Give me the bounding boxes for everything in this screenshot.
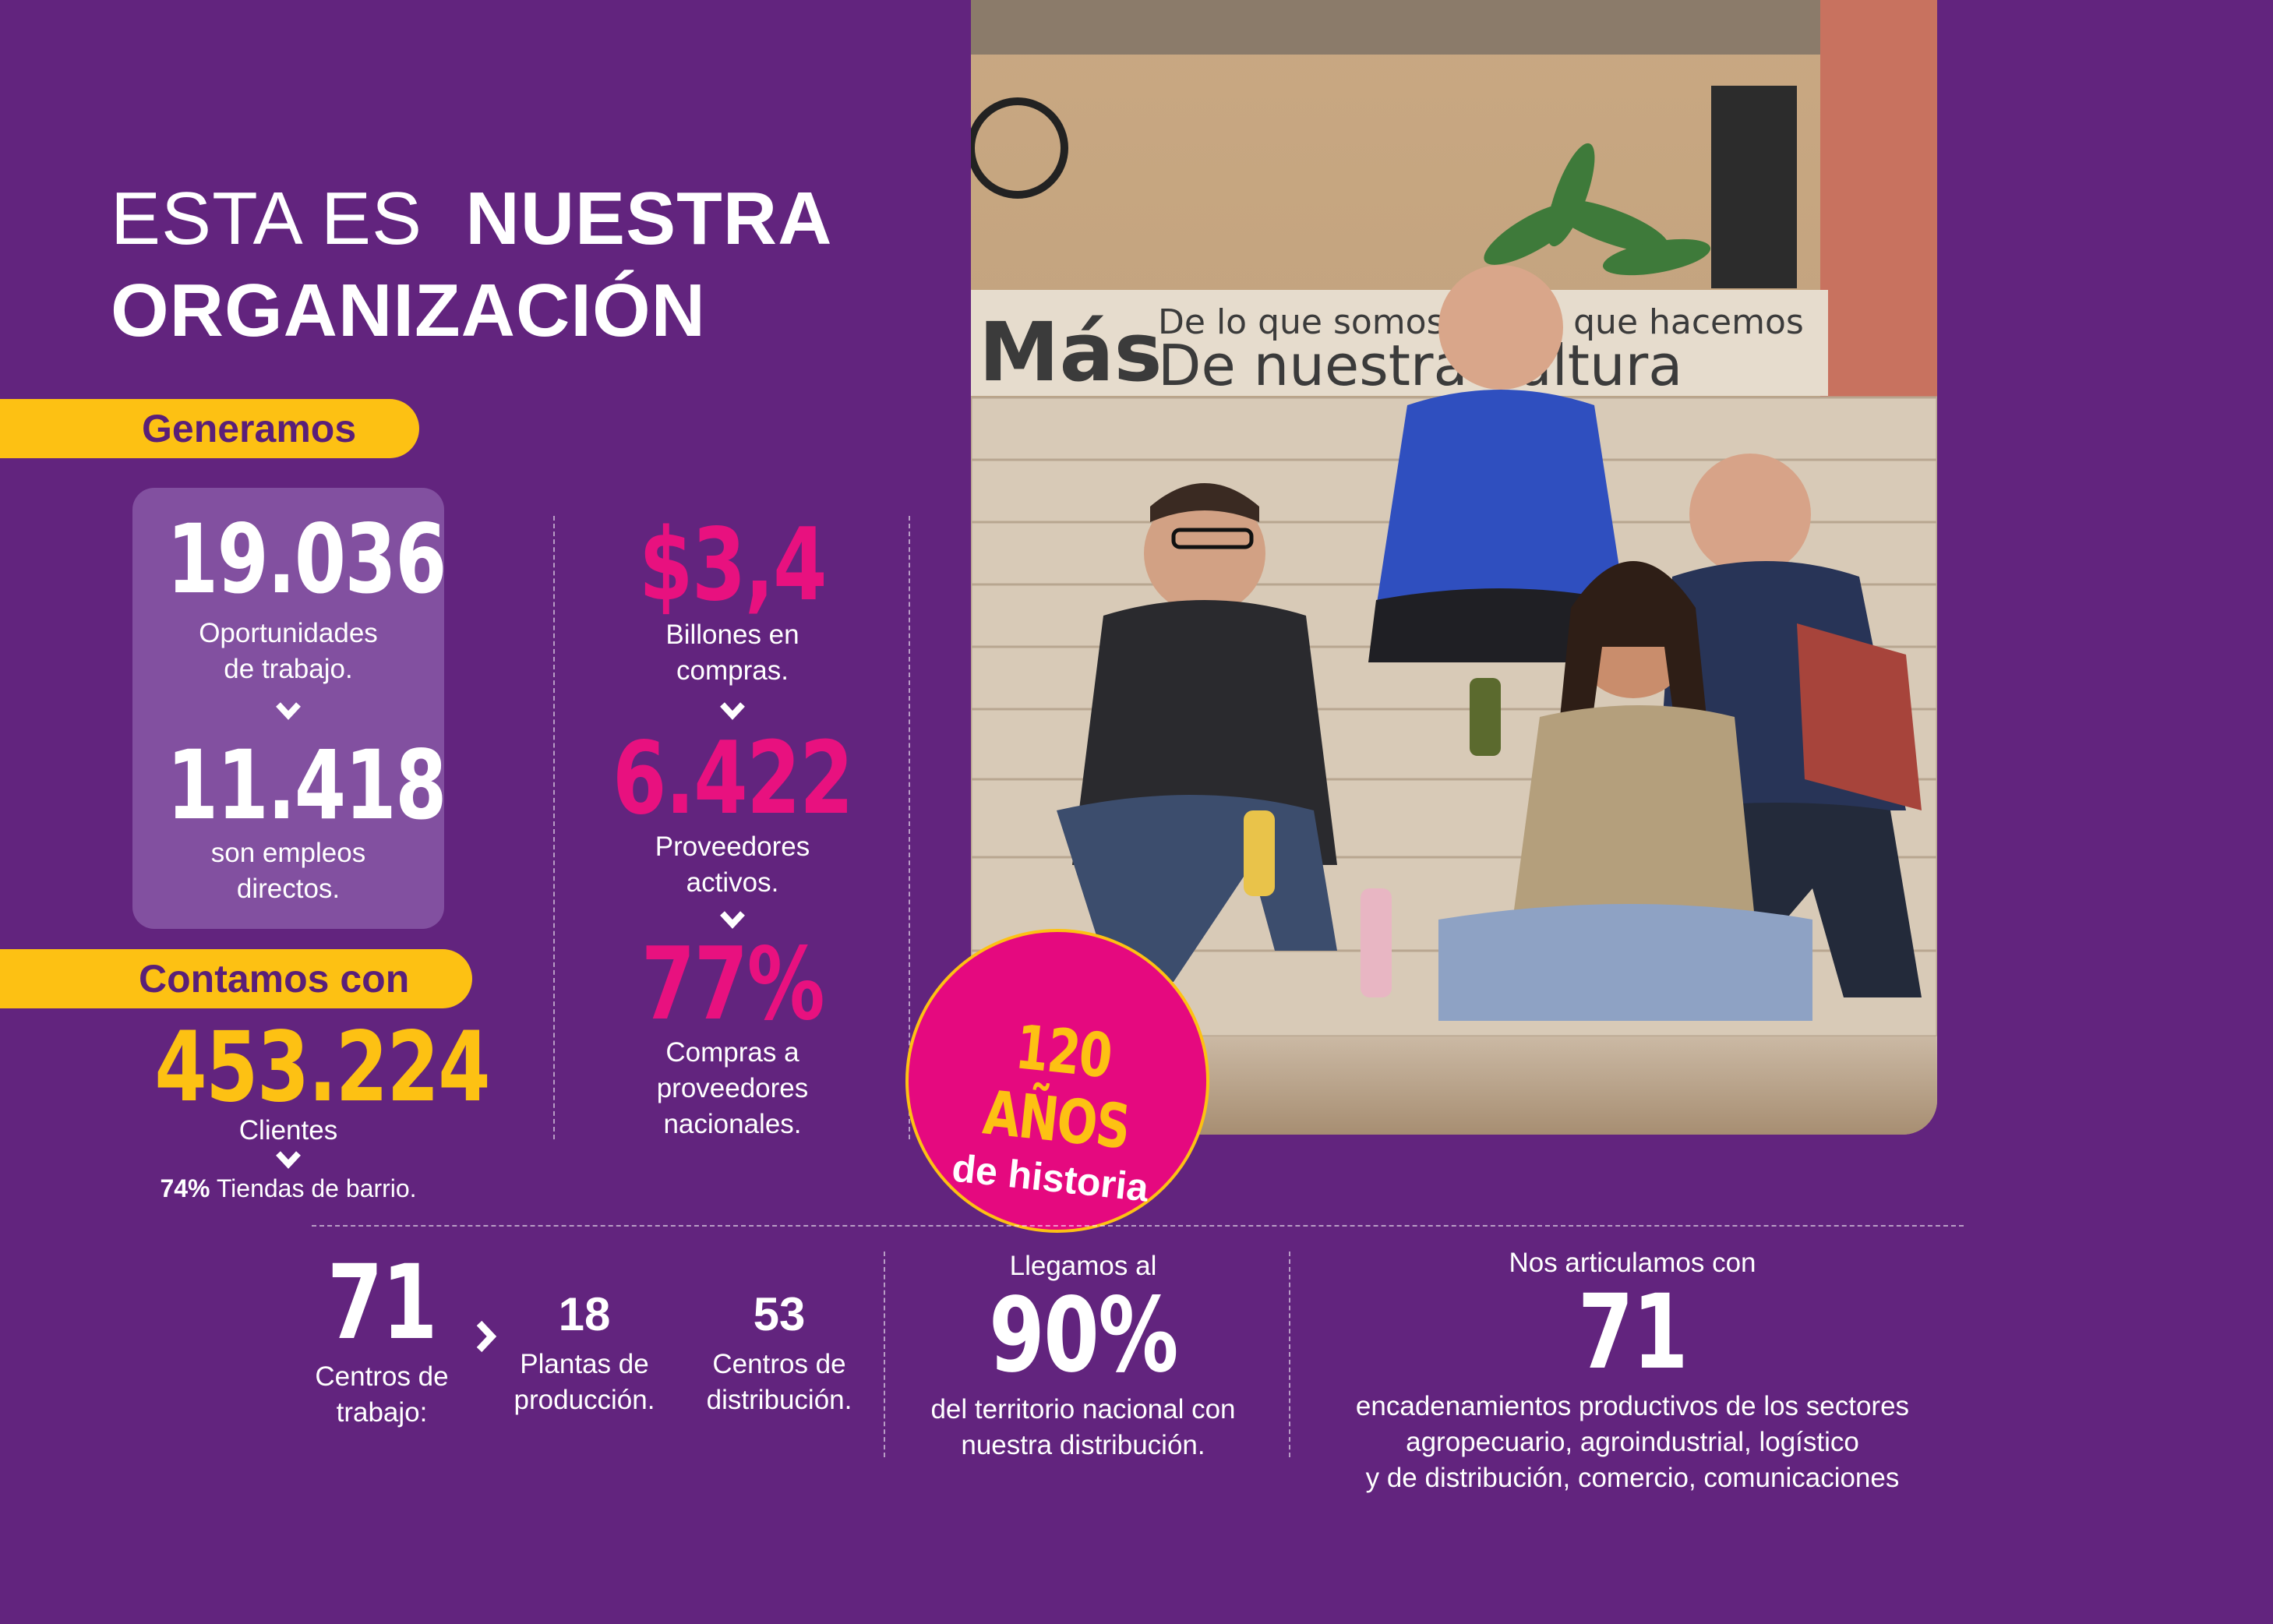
stores-note: 74% Tiendas de barrio. [160,1174,417,1202]
column-divider [909,516,910,1139]
badge-years: 120 AÑOS [979,1012,1133,1163]
plants-value: 18 [558,1288,611,1340]
title-light: ESTA ES [111,177,423,260]
direct-jobs-label: son empleos directos. [210,838,366,904]
anniversary-badge: 120 AÑOS de historia [905,929,1209,1233]
jobs-box [132,488,444,929]
column-divider [884,1252,885,1457]
column-divider [553,516,555,1139]
clients-label: Clientes [238,1115,338,1146]
purchases-value: $3,4 [638,507,828,623]
jobs-label: Oportunidades de trabajo. [199,618,378,684]
coverage-value: 90% [989,1276,1178,1396]
title-bold-2: ORGANIZACIÓN [111,269,706,352]
distribution-value: 53 [753,1288,806,1340]
chains-value: 71 [1577,1273,1689,1393]
jobs-value: 19.036 [167,504,446,615]
chevron-down-icon [720,911,745,929]
coverage-intro: Llegamos al [1009,1251,1157,1281]
sign-mas: Más [979,305,1163,400]
chains-intro: Nos articulamos con [1509,1248,1756,1278]
chevron-down-icon [276,1151,301,1169]
contamos-label: Contamos con [0,949,472,1008]
suppliers-label: Proveedores activos. [655,831,810,898]
plants-label: Plantas de producción. [514,1349,655,1415]
chains-label: encadenamientos productivos de los secto… [1355,1391,1910,1493]
column-divider [1289,1252,1290,1457]
direct-jobs-value: 11.418 [167,730,446,841]
centers-total-label: Centros de trabajo: [315,1361,449,1428]
national-purchases-label: Compras a proveedores nacionales. [656,1037,809,1139]
distribution-label: Centros de distribución. [706,1349,852,1415]
sign-line1: De lo que somos [1158,302,1445,342]
title-bold-1: NUESTRA [465,177,833,260]
chevron-down-icon [276,702,301,720]
section-divider [312,1225,1964,1227]
clients-value: 453.224 [154,1011,490,1124]
page-title: ESTA ES NUESTRA ORGANIZACIÓN [111,173,832,357]
purchases-label: Billones en compras. [665,620,799,686]
chevron-right-icon [476,1320,497,1353]
generamos-label: Generamos [0,399,419,458]
sign-line2: De nuestra cultura [1158,333,1682,398]
centers-total-value: 71 [326,1243,438,1363]
chevron-down-icon [720,702,745,720]
sign-line1b: lo que hacemos [1532,302,1804,342]
national-purchases-value: 77% [641,927,825,1043]
suppliers-value: 6.422 [612,721,854,837]
coverage-label: del territorio nacional con nuestra distr… [930,1394,1236,1460]
